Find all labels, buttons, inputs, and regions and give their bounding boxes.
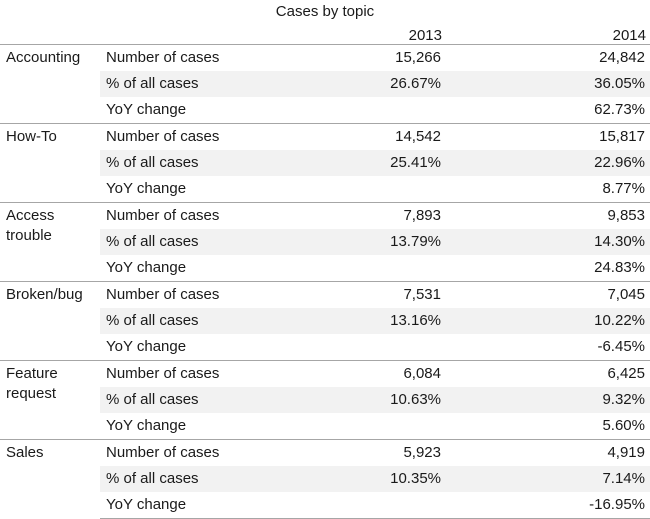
value-2013: 13.16% bbox=[330, 308, 450, 334]
value-2013: 7,893 bbox=[330, 202, 450, 229]
metric-label: % of all cases bbox=[100, 150, 330, 176]
table-row: Broken/bug Number of cases 7,531 7,045 bbox=[0, 281, 650, 361]
table-row: % of all cases 10.63% 9.32% bbox=[0, 387, 650, 413]
value-2014: 62.73% bbox=[594, 101, 645, 118]
table-title: Cases by topic bbox=[275, 3, 375, 20]
metric-label: Number of cases bbox=[100, 202, 330, 229]
value-2013: 5,923 bbox=[330, 439, 450, 466]
value-2013 bbox=[330, 97, 450, 124]
value-2013 bbox=[330, 334, 450, 361]
value-2014: -6.45% bbox=[597, 338, 645, 355]
column-header-2014: 2014 bbox=[612, 27, 646, 44]
topic-label: Access trouble bbox=[0, 202, 100, 282]
value-2013: 7,531 bbox=[330, 281, 450, 308]
metric-label: YoY change bbox=[106, 180, 187, 197]
column-header-2013: 2013 bbox=[408, 27, 442, 44]
metric-label: YoY change bbox=[106, 101, 187, 118]
topic-label: Accounting bbox=[0, 44, 100, 124]
value-2014: 8.77% bbox=[602, 180, 645, 197]
value-2014: 10.22% bbox=[450, 308, 650, 334]
value-2013: 10.35% bbox=[330, 466, 450, 492]
value-2013 bbox=[330, 413, 450, 440]
metric-label: Number of cases bbox=[100, 439, 330, 466]
metric-label: Number of cases bbox=[100, 44, 330, 71]
table-row: Sales Number of cases 5,923 4,919 bbox=[0, 439, 650, 519]
topic-label: How-To bbox=[0, 123, 100, 203]
table-row: % of all cases 26.67% 36.05% bbox=[0, 71, 650, 97]
value-2014: 4,919 bbox=[450, 439, 650, 466]
table-row: % of all cases 25.41% 22.96% bbox=[0, 150, 650, 176]
topic-label: Feature request bbox=[0, 360, 100, 440]
metric-label: YoY change bbox=[106, 417, 187, 434]
metric-label: % of all cases bbox=[100, 71, 330, 97]
table-row: YoY change 5.60% bbox=[0, 413, 650, 440]
value-2014: 6,425 bbox=[450, 360, 650, 387]
value-2013 bbox=[330, 255, 450, 282]
value-2014: 24,842 bbox=[450, 44, 650, 71]
table-row: How-To Number of cases 14,542 15,817 bbox=[0, 123, 650, 203]
table-row: % of all cases 13.16% 10.22% bbox=[0, 308, 650, 334]
table-row: YoY change -6.45% bbox=[0, 334, 650, 361]
table-row: YoY change 8.77% bbox=[0, 176, 650, 203]
value-2014: 9,853 bbox=[450, 202, 650, 229]
cases-table: Accounting Number of cases 15,266 24,842% o… bbox=[0, 44, 650, 519]
value-2013: 13.79% bbox=[330, 229, 450, 255]
value-2013: 14,542 bbox=[330, 123, 450, 150]
topic-label: Broken/bug bbox=[0, 281, 100, 361]
value-2014: 7,045 bbox=[450, 281, 650, 308]
table-row: % of all cases 13.79% 14.30% bbox=[0, 229, 650, 255]
metric-label: % of all cases bbox=[100, 229, 330, 255]
metric-label: Number of cases bbox=[100, 123, 330, 150]
value-2014: -16.95% bbox=[450, 492, 650, 519]
value-2014: 7.14% bbox=[450, 466, 650, 492]
value-2013 bbox=[330, 492, 450, 519]
table-row: Accounting Number of cases 15,266 24,842 bbox=[0, 44, 650, 124]
value-2014: 5.60% bbox=[602, 417, 645, 434]
table-row: Feature request Number of cases 6,084 6,425 bbox=[0, 360, 650, 440]
table-row: % of all cases 10.35% 7.14% bbox=[0, 466, 650, 492]
metric-label: YoY change bbox=[106, 338, 187, 355]
table-row: Access trouble Number of cases 7,893 9,853 bbox=[0, 202, 650, 282]
value-2014: 36.05% bbox=[450, 71, 650, 97]
metric-label: Number of cases bbox=[100, 281, 330, 308]
metric-label: YoY change bbox=[106, 259, 187, 276]
value-2013: 25.41% bbox=[330, 150, 450, 176]
metric-label: Number of cases bbox=[100, 360, 330, 387]
value-2013: 15,266 bbox=[330, 44, 450, 71]
metric-label: % of all cases bbox=[100, 466, 330, 492]
metric-label: % of all cases bbox=[100, 387, 330, 413]
table-row: YoY change 24.83% bbox=[0, 255, 650, 282]
table-row: YoY change 62.73% bbox=[0, 97, 650, 124]
value-2013: 6,084 bbox=[330, 360, 450, 387]
value-2014: 15,817 bbox=[450, 123, 650, 150]
value-2014: 22.96% bbox=[450, 150, 650, 176]
value-2014: 24.83% bbox=[594, 259, 645, 276]
value-2013: 26.67% bbox=[330, 71, 450, 97]
metric-label: YoY change bbox=[100, 492, 330, 519]
topic-label: Sales bbox=[0, 439, 100, 519]
value-2014: 9.32% bbox=[450, 387, 650, 413]
metric-label: % of all cases bbox=[100, 308, 330, 334]
value-2014: 14.30% bbox=[450, 229, 650, 255]
value-2013: 10.63% bbox=[330, 387, 450, 413]
value-2013 bbox=[330, 176, 450, 203]
